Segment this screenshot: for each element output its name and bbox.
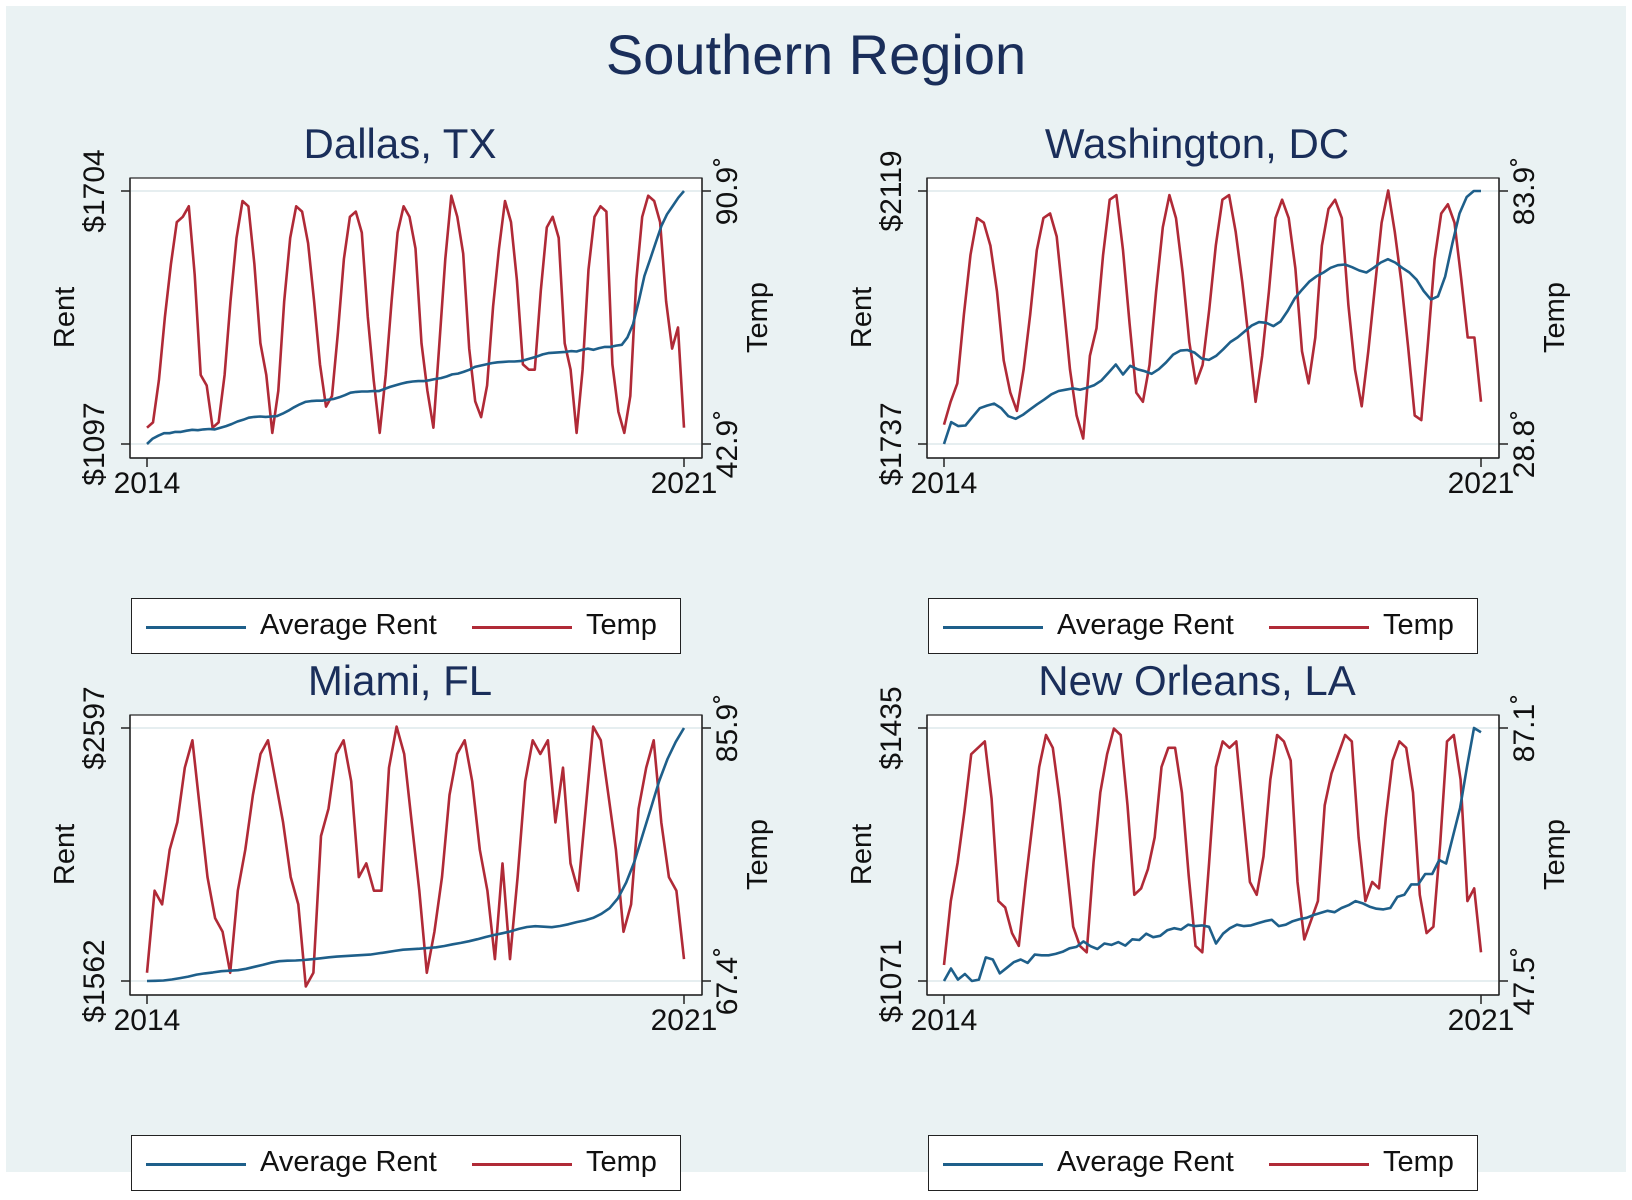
left-y-tick-label-max: $2119 <box>875 150 908 231</box>
legend-rent-swatch <box>943 1163 1043 1166</box>
legend-rent-swatch <box>943 626 1043 629</box>
left-y-tick-label-min: $1071 <box>875 939 908 1022</box>
legend-temp-label: Temp <box>1383 609 1454 641</box>
temp-series-line <box>146 194 686 435</box>
x-tick-label-start: 2014 <box>114 1004 181 1037</box>
chart-legend: Average Rent Temp <box>928 1135 1478 1191</box>
rent-series-line <box>146 727 686 983</box>
x-tick-label-end: 2021 <box>651 467 718 500</box>
plot-area <box>926 714 1500 996</box>
x-tick-label-end: 2021 <box>651 1004 718 1037</box>
x-tick-label-start: 2014 <box>114 467 181 500</box>
rent-series-line <box>942 189 1481 445</box>
legend-temp-swatch <box>472 626 572 629</box>
right-y-tick-label-min: 42.9˚ <box>711 410 744 478</box>
right-y-axis-title: Temp <box>1539 282 1571 353</box>
left-y-axis-title: Rent <box>846 824 878 885</box>
x-tick-label-end: 2021 <box>1448 1004 1515 1037</box>
chart-legend: Average Rent Temp <box>131 1135 681 1191</box>
legend-temp-swatch <box>1269 626 1369 629</box>
legend-rent-swatch <box>146 626 246 629</box>
plot-area <box>926 177 1500 459</box>
chart-panel-washington: $1737 $2119 Rent 28.8˚ 83.9˚ Temp 2014 2021 Was… <box>797 118 1597 663</box>
left-y-tick-label-min: $1737 <box>875 402 908 485</box>
right-y-tick-label-min: 67.4˚ <box>711 947 744 1015</box>
chart-title: Miami, FL <box>307 657 493 704</box>
rent-series-line <box>942 726 1482 983</box>
chart-legend: Average Rent Temp <box>131 598 681 654</box>
left-y-tick-label-max: $2597 <box>78 686 111 769</box>
right-y-tick-label-max: 83.9˚ <box>1508 157 1541 225</box>
legend-rent-label: Average Rent <box>1057 609 1234 641</box>
legend-temp-label: Temp <box>586 1146 657 1178</box>
x-tick-label-start: 2014 <box>911 467 978 500</box>
legend-temp-swatch <box>1269 1163 1369 1166</box>
plot-area <box>129 177 703 459</box>
right-y-axis-title: Temp <box>1539 819 1571 890</box>
right-y-tick-label-min: 47.5˚ <box>1508 947 1541 1015</box>
chart-title: New Orleans, LA <box>1038 657 1356 704</box>
chart-svg: $1097 $1704 Rent 42.9˚ 90.9˚ Temp 2014 2021 <box>49 149 774 500</box>
left-y-tick-label-min: $1097 <box>78 402 111 485</box>
chart-panel-miami: $1562 $2597 Rent 67.4˚ 85.9˚ Temp 2014 2021 Mia… <box>0 655 800 1200</box>
chart-panel-dallas: $1097 $1704 Rent 42.9˚ 90.9˚ Temp 2014 2021 Dal… <box>0 118 800 663</box>
right-y-tick-label-max: 90.9˚ <box>711 157 744 225</box>
chart-legend: Average Rent Temp <box>928 598 1478 654</box>
x-tick-label-start: 2014 <box>911 1004 978 1037</box>
legend-temp-label: Temp <box>586 609 657 641</box>
figure-title: Southern Region <box>605 23 1027 86</box>
chart-svg: $1737 $2119 Rent 28.8˚ 83.9˚ Temp 2014 2021 <box>846 150 1571 500</box>
chart-svg: $1562 $2597 Rent 67.4˚ 85.9˚ Temp 2014 2021 <box>49 686 774 1037</box>
temp-series-line <box>145 725 686 988</box>
left-y-tick-label-max: $1435 <box>875 686 908 769</box>
chart-title: Dallas, TX <box>303 120 497 167</box>
legend-temp-swatch <box>472 1163 572 1166</box>
legend-rent-swatch <box>146 1163 246 1166</box>
legend-rent-label: Average Rent <box>260 609 437 641</box>
temp-series-line <box>942 727 1483 966</box>
chart-svg: $1071 $1435 Rent 47.5˚ 87.1˚ Temp 2014 2021 <box>846 686 1571 1037</box>
left-y-tick-label-max: $1704 <box>78 149 111 232</box>
right-y-tick-label-max: 85.9˚ <box>711 694 744 762</box>
right-y-axis-title: Temp <box>742 282 774 353</box>
chart-panel-new-orleans: $1071 $1435 Rent 47.5˚ 87.1˚ Temp 2014 2021 New… <box>797 655 1597 1200</box>
left-y-axis-title: Rent <box>846 287 878 348</box>
legend-rent-label: Average Rent <box>1057 1146 1234 1178</box>
chart-title: Washington, DC <box>1044 120 1350 167</box>
left-y-axis-title: Rent <box>49 824 81 885</box>
temp-series-line <box>942 189 1483 440</box>
x-tick-label-end: 2021 <box>1448 467 1515 500</box>
left-y-axis-title: Rent <box>49 287 81 348</box>
legend-temp-label: Temp <box>1383 1146 1454 1178</box>
legend-rent-label: Average Rent <box>260 1146 437 1178</box>
right-y-tick-label-max: 87.1˚ <box>1508 694 1541 762</box>
rent-series-line <box>146 190 685 445</box>
right-y-axis-title: Temp <box>742 819 774 890</box>
right-y-tick-label-min: 28.8˚ <box>1508 410 1541 478</box>
left-y-tick-label-min: $1562 <box>78 939 111 1022</box>
